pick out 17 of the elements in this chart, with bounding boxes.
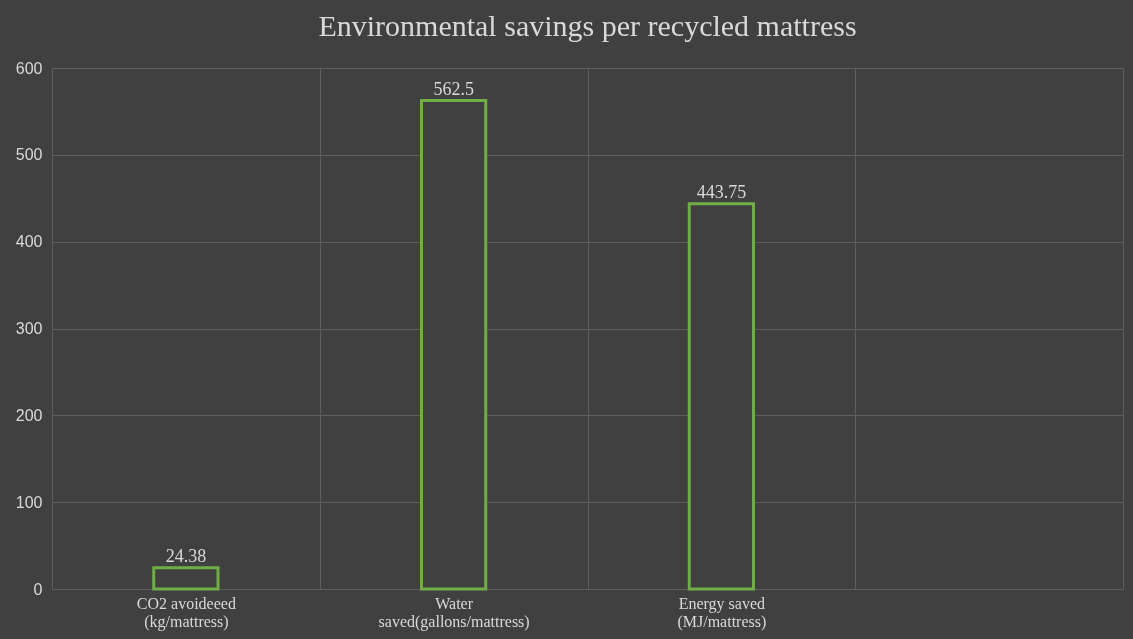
bar bbox=[420, 99, 488, 591]
y-tick-label: 600 bbox=[15, 59, 43, 77]
y-tick-label: 300 bbox=[15, 320, 43, 337]
x-tick-label: Water saved(gallons/mattress) bbox=[378, 594, 530, 631]
data-label: 562.5 bbox=[433, 78, 474, 99]
bar bbox=[687, 202, 756, 591]
x-tick-label: Energy saved (MJ/mattress) bbox=[677, 594, 767, 631]
bar bbox=[152, 566, 220, 591]
chart-title: Environmental savings per recycled mattress bbox=[318, 9, 857, 42]
x-tick-label: CO2 avoideeed (kg/mattress) bbox=[136, 594, 236, 631]
y-tick-label: 400 bbox=[15, 233, 43, 251]
y-tick-label: 500 bbox=[15, 146, 43, 164]
y-tick-label: 100 bbox=[15, 493, 43, 511]
y-tick-label: 200 bbox=[15, 406, 43, 424]
data-label: 24.38 bbox=[165, 545, 207, 566]
data-label: 443.75 bbox=[696, 181, 747, 202]
y-tick-label: 0 bbox=[33, 580, 43, 598]
